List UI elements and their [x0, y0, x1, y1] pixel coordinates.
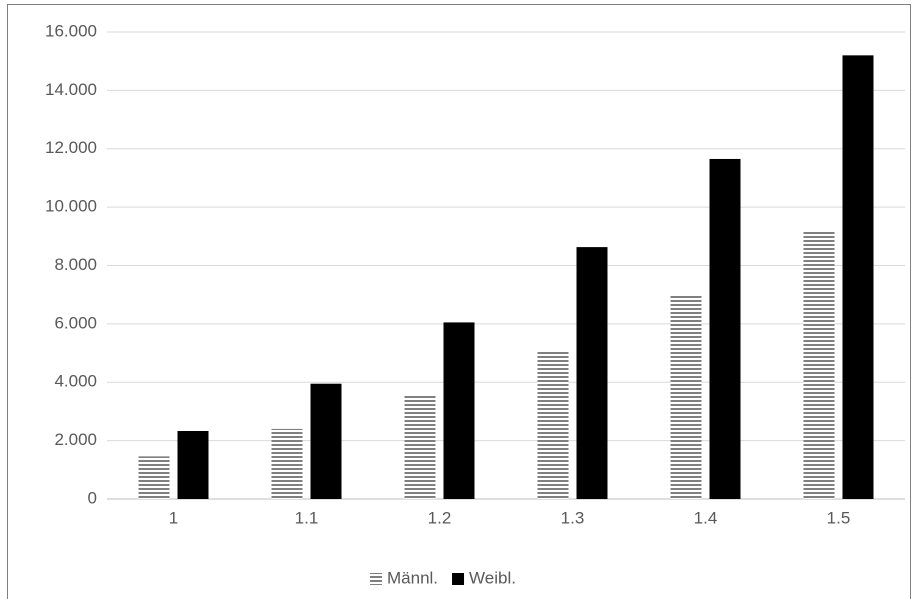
y-tick-label: 12.000 — [45, 138, 97, 157]
legend-swatch — [452, 573, 465, 585]
bar — [670, 296, 702, 499]
legend-label: Männl. — [387, 568, 438, 587]
x-tick-label: 1.5 — [827, 508, 851, 527]
legend-label: Weibl. — [469, 568, 516, 587]
bar — [709, 158, 741, 499]
y-tick-label: 14.000 — [45, 80, 97, 99]
y-tick-label: 10.000 — [45, 197, 97, 216]
bar — [404, 393, 436, 499]
y-tick-label: 2.000 — [54, 430, 97, 449]
bar — [177, 430, 209, 499]
bar — [576, 247, 608, 499]
y-tick-label: 4.000 — [54, 372, 97, 391]
x-tick-label: 1.3 — [561, 508, 585, 527]
bar — [138, 456, 170, 499]
x-tick-label: 1 — [169, 508, 178, 527]
y-tick-label: 6.000 — [54, 313, 97, 332]
bar — [310, 383, 342, 499]
x-tick-label: 1.4 — [694, 508, 718, 527]
bar — [842, 55, 874, 499]
bar — [803, 231, 835, 499]
x-tick-label: 1.2 — [428, 508, 452, 527]
bar — [271, 428, 303, 499]
y-tick-label: 0 — [88, 488, 97, 507]
y-tick-label: 8.000 — [54, 255, 97, 274]
bar — [443, 322, 475, 499]
legend-swatch — [370, 573, 382, 585]
bar — [537, 350, 569, 499]
y-tick-label: 16.000 — [45, 21, 97, 40]
x-tick-label: 1.1 — [295, 508, 319, 527]
chart-frame — [7, 4, 911, 599]
